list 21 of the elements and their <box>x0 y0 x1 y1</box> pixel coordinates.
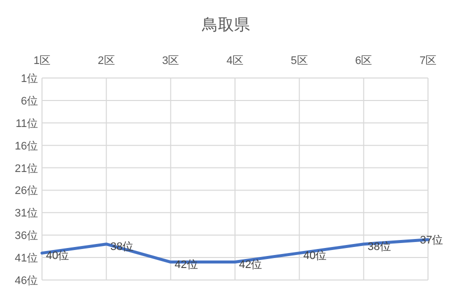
data-label: 40位 <box>303 250 327 262</box>
x-tick-label: 3区 <box>162 55 180 67</box>
y-tick-label: 41位 <box>14 252 38 265</box>
data-label: 42位 <box>239 259 262 272</box>
y-tick-label: 21位 <box>14 162 38 175</box>
x-tick-label: 6区 <box>355 55 372 67</box>
data-label: 40位 <box>46 250 70 262</box>
y-tick-label: 6位 <box>20 95 38 108</box>
y-tick-label: 26位 <box>14 185 38 198</box>
x-tick-label: 1区 <box>33 55 51 67</box>
y-tick-label: 31位 <box>14 208 38 220</box>
y-tick-label: 16位 <box>14 140 38 152</box>
x-tick-label: 7区 <box>419 55 437 67</box>
x-tick-label: 5区 <box>290 55 308 67</box>
y-tick-label: 46位 <box>14 275 38 287</box>
y-tick-label: 1位 <box>20 73 38 85</box>
y-tick-label: 11位 <box>16 118 38 130</box>
y-tick-label: 36位 <box>14 230 38 242</box>
x-tick-label: 4区 <box>226 55 244 67</box>
x-tick-label: 2区 <box>98 55 115 67</box>
chart-title: 鳥取県 <box>201 16 250 34</box>
